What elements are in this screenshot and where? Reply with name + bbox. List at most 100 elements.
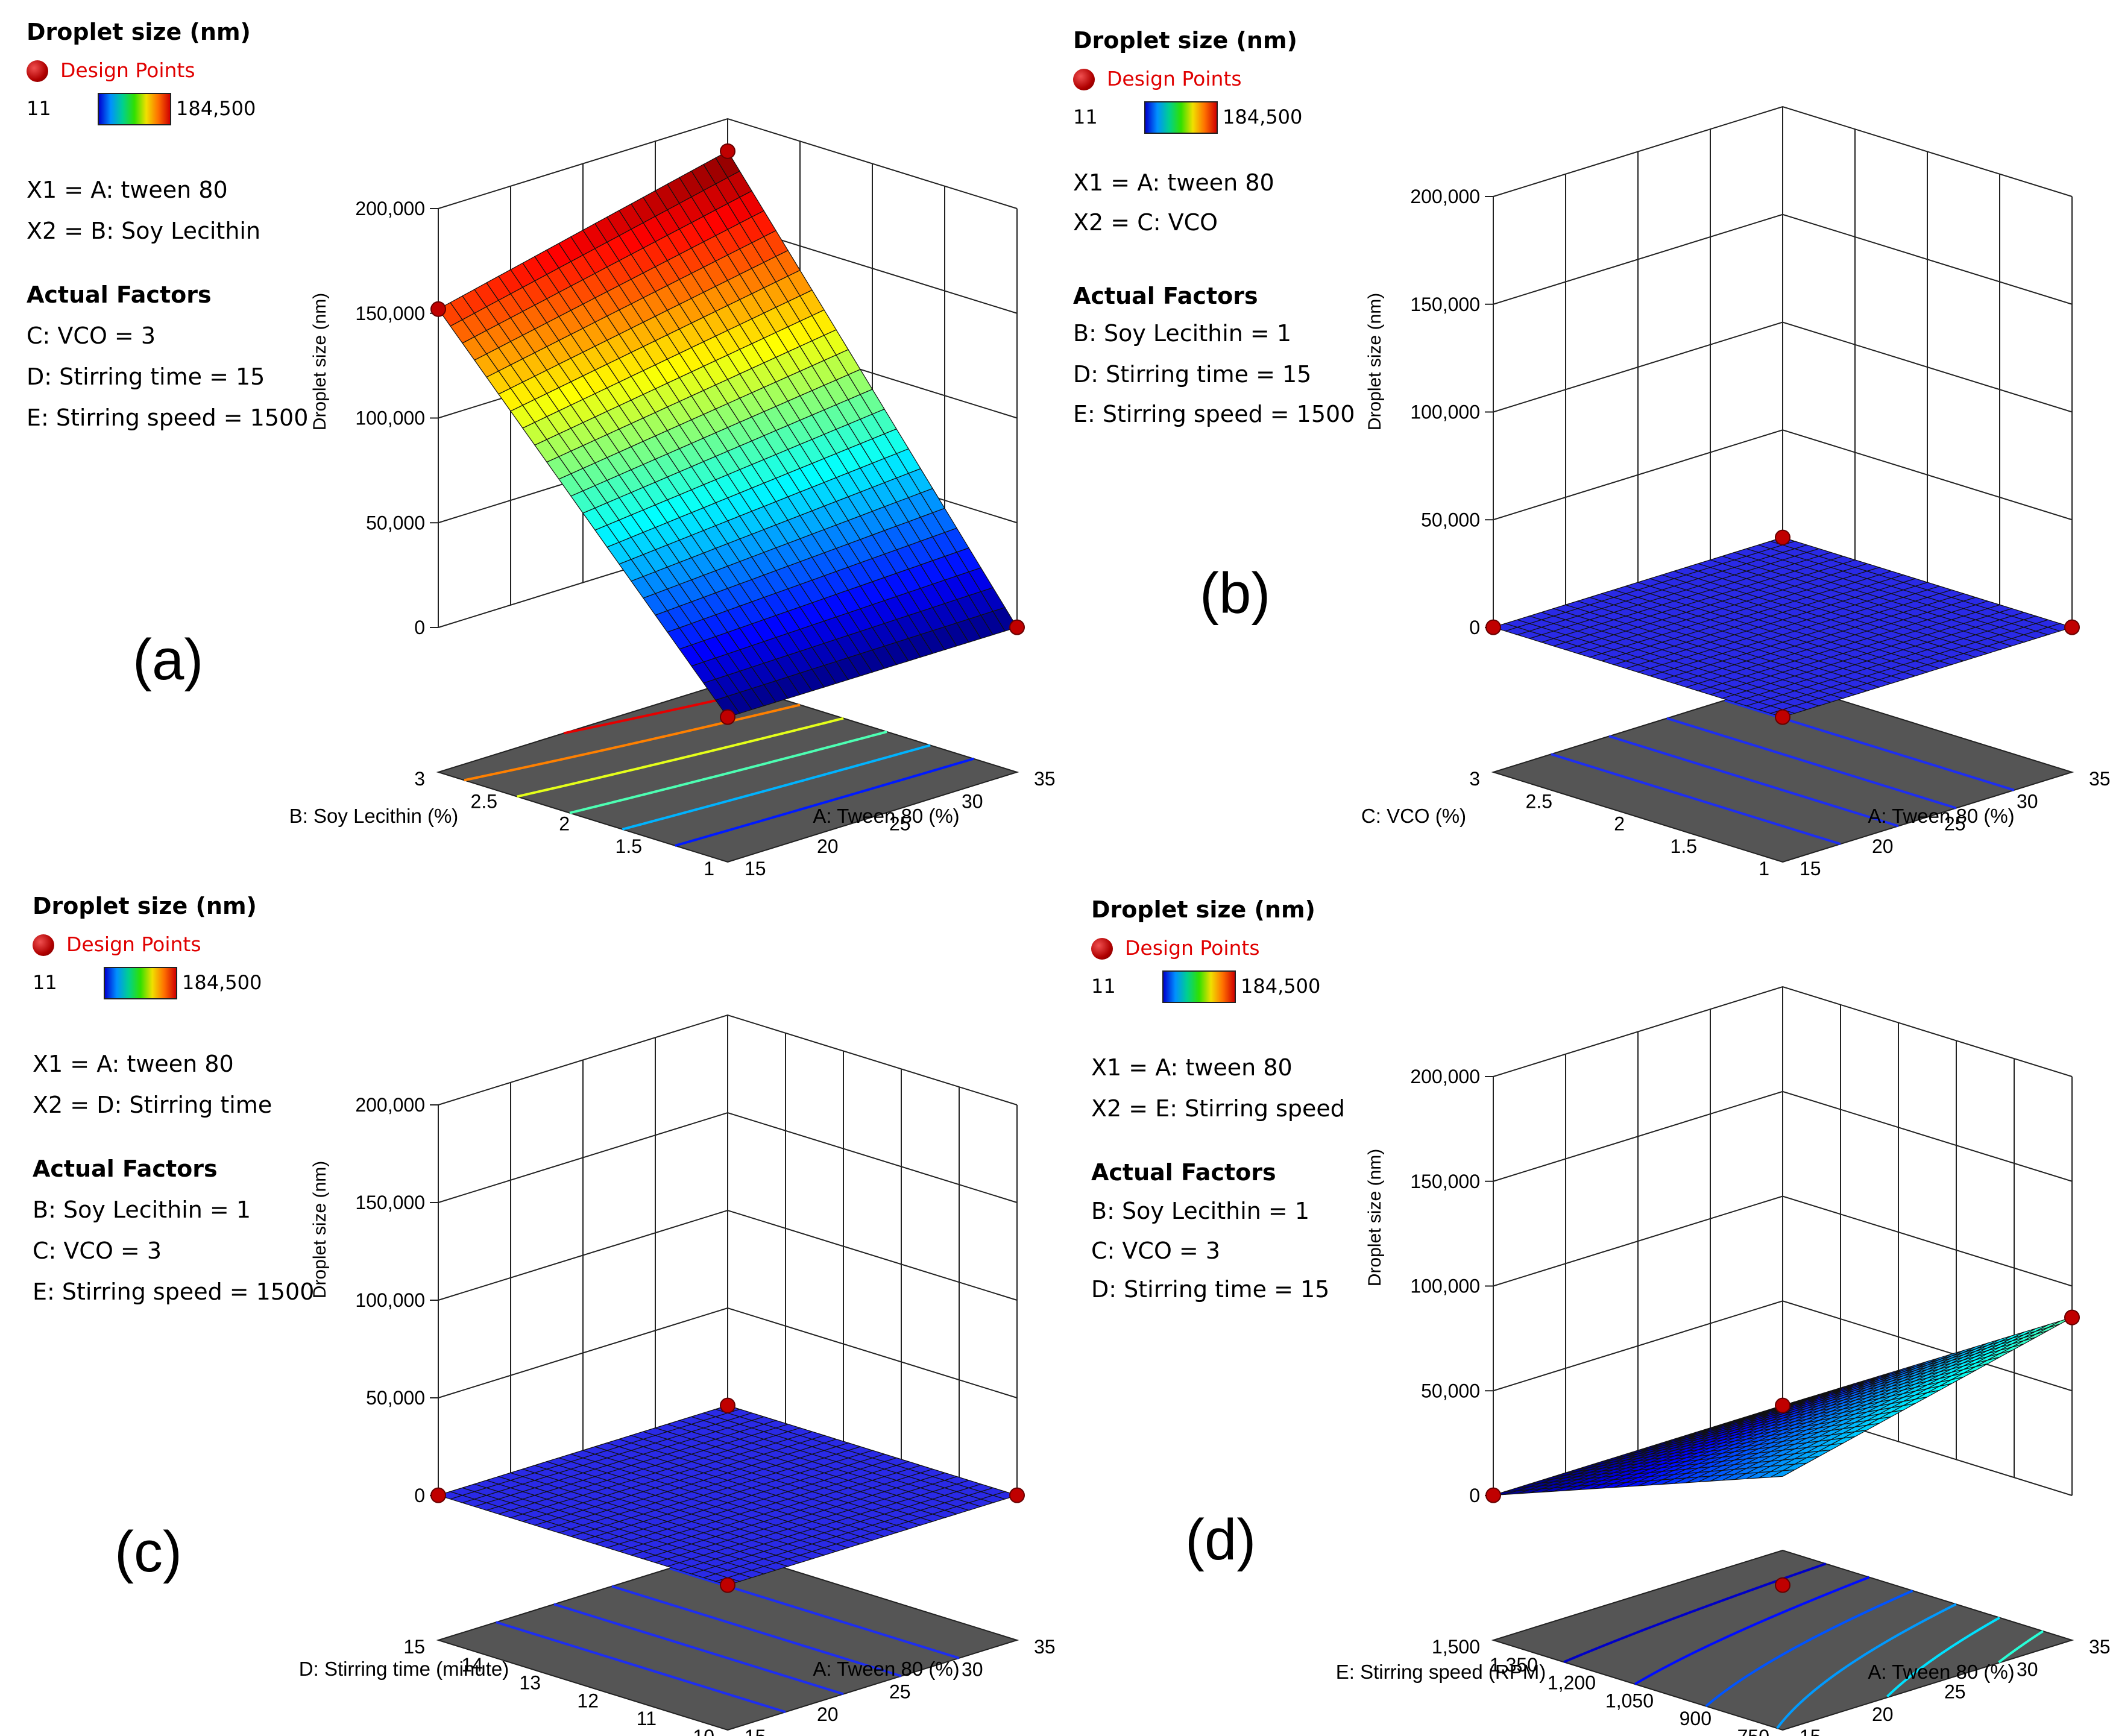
actual-factors-title: Actual Factors [1073,283,1258,309]
floor-plane [1491,1549,2074,1731]
y-axis-label: C: VCO (%) [1361,805,1466,827]
y-tick-label: 2 [1614,813,1625,835]
z-tick-label: 50,000 [1421,1380,1480,1401]
legend-title: Droplet size (nm) [27,19,251,45]
legend-x2: X2 = D: Stirring time [33,1092,272,1118]
x-tick-label: 25 [889,1681,911,1703]
design-point-icon [1073,69,1095,90]
contour-line [622,744,931,831]
legend-title: Droplet size (nm) [1073,27,1297,54]
x-axis-label: A: Tween 80 (%) [1868,1661,2014,1683]
actual-factors-title: Actual Factors [33,1156,218,1182]
colorbar-min: 11 [27,97,51,120]
design-point-icon [33,934,54,956]
panel-label: (b) [1200,561,1271,626]
colorbar-min: 11 [1091,975,1116,998]
y-tick-label: 13 [519,1672,541,1694]
z-tick-label: 100,000 [1410,401,1480,423]
design-point [1775,529,1790,546]
contour-line [569,731,887,814]
actual-factor-3: E: Stirring speed = 1500 [1073,401,1355,427]
design-point [1775,1577,1790,1593]
actual-factor-2: C: VCO = 3 [33,1238,162,1264]
actual-factor-1: B: Soy Lecithin = 1 [33,1197,251,1223]
y-tick-label: 12 [577,1690,599,1711]
design-points-label: Design Points [1125,936,1260,960]
colorbar-max: 184,500 [1241,975,1321,998]
y-tick-label: 1 [1759,858,1769,879]
design-point [720,143,735,159]
contour-line [611,1585,902,1678]
surface-plot: 200,000 150,000 100,000 50,000 0 15 20 25 30 35 75… [1336,986,2110,1736]
plot-group: 200,000 150,000 100,000 50,000 0 15 20 25 30 35 10… [299,1014,1056,1736]
panel-d: Droplet size (nm) Design Points 11 184,5… [1055,868,2110,1736]
x-tick-label: 20 [817,1703,839,1725]
z-tick-label: 0 [1469,617,1480,638]
x-tick-label: 15 [1800,1726,1821,1736]
design-point [2064,1309,2080,1326]
design-points-label: Design Points [66,932,201,956]
legend-x2: X2 = B: Soy Lecithin [27,218,261,244]
z-tick-label: 200,000 [1410,1066,1480,1087]
panel-a: Droplet size (nm) Design Points 11 184,5… [0,0,1056,879]
legend-title: Droplet size (nm) [1091,896,1315,923]
actual-factor-1: B: Soy Lecithin = 1 [1073,320,1292,347]
design-point [1485,619,1501,635]
z-tick-label: 200,000 [1410,186,1480,207]
actual-factor-1: B: Soy Lecithin = 1 [1091,1198,1310,1224]
colorbar-min: 11 [1073,105,1098,128]
y-tick-label: 2.5 [471,790,497,812]
z-axis-label: Droplet size (nm) [310,1161,330,1298]
y-tick-label: 2.5 [1526,790,1552,812]
x-tick-label: 30 [962,790,983,812]
design-point [1009,1487,1025,1503]
z-tick-label: 150,000 [1410,1171,1480,1192]
y-tick-label: 14 [461,1654,483,1676]
x-tick-label: 30 [2017,790,2038,812]
y-tick-label: 1,200 [1548,1672,1596,1694]
contour-line [517,717,844,798]
panel-c: Droplet size (nm) Design Points 11 184,5… [0,868,1056,1736]
actual-factor-2: C: VCO = 3 [1091,1238,1221,1264]
z-axis-label: Droplet size (nm) [1365,1149,1385,1286]
colorbar-max: 184,500 [176,97,256,120]
design-point [1009,619,1025,635]
contour-line [675,757,974,847]
design-point [430,301,446,317]
z-tick-label: 100,000 [355,1289,425,1311]
actual-factor-2: D: Stirring time = 15 [1073,361,1312,388]
x-tick-label: 30 [2017,1658,2038,1680]
x-tick-label: 15 [1800,858,1821,879]
y-tick-label: 3 [414,768,425,790]
x-tick-label: 20 [1872,835,1894,857]
legend-x1: X1 = A: tween 80 [1091,1054,1293,1081]
colorbar-max: 184,500 [1223,105,1303,128]
x-tick-label: 25 [889,813,911,835]
y-tick-label: 3 [1469,768,1480,790]
y-tick-label: 1,500 [1432,1636,1480,1658]
y-tick-label: 15 [403,1636,425,1658]
actual-factors-title: Actual Factors [1091,1159,1276,1186]
z-tick-label: 0 [1469,1485,1480,1506]
x-tick-label: 20 [1872,1703,1894,1725]
contour-line [1705,1590,1913,1708]
design-point [720,1397,735,1414]
actual-factors-title: Actual Factors [27,281,212,308]
colorbar [1144,101,1218,134]
legend-x1: X1 = A: tween 80 [1073,169,1274,196]
contour-line [1608,735,1899,828]
x-axis-label: A: Tween 80 (%) [813,805,959,827]
design-points-label: Design Points [1107,67,1242,90]
design-point [1775,1397,1790,1414]
x-tick-label: 15 [745,858,766,879]
x-tick-label: 20 [817,835,839,857]
contour-line [1998,1630,2044,1664]
design-point [720,709,735,725]
contour-line [1724,699,2015,791]
x-axis-label: A: Tween 80 (%) [813,1658,959,1680]
colorbar [104,967,177,999]
y-tick-label: 11 [637,1708,657,1729]
z-tick-label: 0 [414,617,425,638]
actual-factor-1: C: VCO = 3 [27,322,156,349]
contour-line [1666,717,1957,810]
